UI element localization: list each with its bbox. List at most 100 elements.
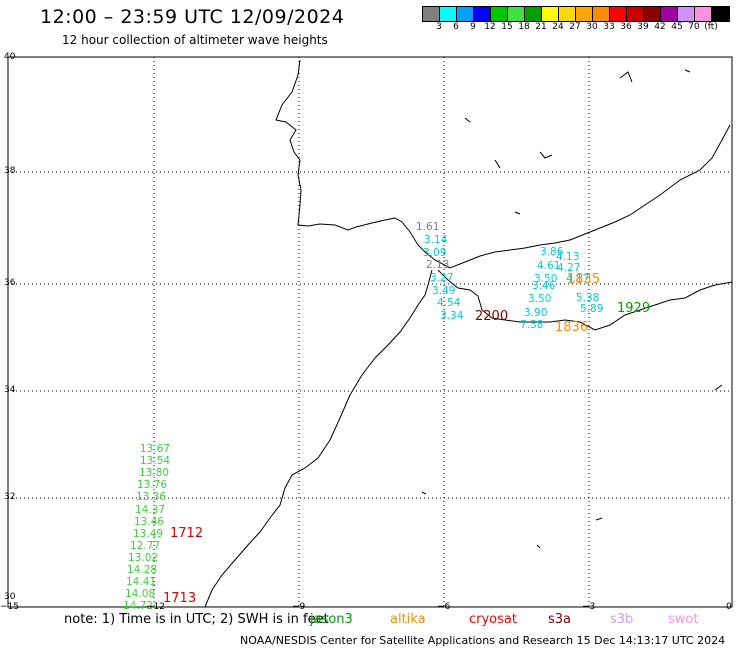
track-value: 13.49 [133,527,164,540]
legend-swatch [610,7,627,21]
track-value: 3.49 [432,285,456,297]
legend-label: 6 [453,22,459,32]
legend-label: 27 [569,22,581,32]
track-value: 3.86 [540,246,564,258]
track-value: 1929 [617,301,651,316]
color-legend-labels: 3 6 9 12 15 18 21 24 27 30 33 36 39 42 45 70 (ft) [422,22,740,34]
legend-swatch [627,7,644,21]
legend-label: 3 [436,22,442,32]
legend-swatch [525,7,542,21]
legend-swatch [576,7,593,21]
legend-swatch [593,7,610,21]
lat-tick-label: 38 [4,166,16,176]
track-value: 3.46 [532,280,556,292]
track-value: 13.02 [128,551,159,564]
satellite-legend-item: swot [668,612,699,627]
track-value: 1712 [170,526,204,541]
track-value: 5.38 [576,292,600,304]
track-value: 4.27 [557,262,581,274]
lat-tick-label: 30 [4,592,16,602]
track-value: 14.08 [125,588,156,601]
track-value: 1836 [555,320,589,335]
track-value: 14.28 [127,564,158,576]
legend-label: 45 [671,22,683,32]
satellite-legend-item: jason3 [310,612,353,627]
color-legend-bar [422,6,730,22]
satellite-legend-item: cryosat [469,612,517,627]
track-value: 13.46 [134,515,165,528]
coastline-africa [204,269,433,608]
credit-line: NOAA/NESDIS Center for Satellite Applica… [240,634,726,647]
legend-swatch [695,7,712,21]
map-grid [8,57,732,607]
legend-swatch [678,7,695,21]
track-value: 3.14 [424,234,448,246]
track-value: 13.80 [139,467,170,480]
legend-label: 18 [518,22,530,32]
legend-swatch [491,7,508,21]
track-value: 3.09 [423,247,447,259]
legend-label: 33 [603,22,615,32]
legend-swatch [423,7,440,21]
legend-swatch [474,7,491,21]
legend-swatch [508,7,525,21]
lat-tick-label: 36 [4,278,16,288]
lat-tick-label: 34 [4,385,16,395]
legend-swatch [644,7,661,21]
lat-tick-label: 40 [4,52,16,62]
legend-label: 9 [470,22,476,32]
lon-tick-label: −9 [292,602,306,612]
coastline-islands [421,69,723,549]
legend-swatch [559,7,576,21]
track-value: 13.67 [140,443,171,455]
track-value: 4.17 [566,273,590,285]
track-value: 1713 [163,591,197,606]
track-value: 2.13 [426,259,450,271]
legend-label: 30 [586,22,598,32]
legend-label: 42 [654,22,666,32]
track-value: 3.50 [534,273,558,285]
lon-tick-label: −15 [0,602,19,612]
track-value: 1.61 [416,221,440,233]
coastline-north-africa [437,269,733,331]
legend-swatch [661,7,678,21]
page-title: 12:00 – 23:59 UTC 12/09/2024 [40,6,345,28]
track-value: 7.58 [520,319,544,331]
satellite-legend-item: altika [390,612,426,627]
track-value: 3.50 [528,293,552,305]
satellite-legend-item: s3b [610,612,634,627]
lon-tick-label: −6 [437,602,451,612]
track-value: 4.61 [537,260,561,272]
legend-swatch [440,7,457,21]
legend-swatch [712,7,729,21]
track-value: 4.54 [437,297,461,309]
legend-label: 39 [637,22,649,32]
coastline-iberia [275,59,731,269]
legend-label: 15 [501,22,513,32]
track-value: 4.13 [556,251,580,263]
track-value: 14.37 [135,503,166,516]
footer-note: note: 1) Time is in UTC; 2) SWH is in fe… [64,612,329,627]
legend-label: 12 [484,22,496,32]
legend-swatch [457,7,474,21]
lon-tick-label: −12 [146,602,165,612]
track-value: 3.34 [440,310,464,322]
legend-label: (ft) [704,22,718,32]
track-value: 3.90 [524,307,548,319]
track-value: 14.72 [123,600,154,613]
lon-tick-label: −3 [582,602,596,612]
lon-tick-label: 0 [726,602,732,612]
page-subtitle: 12 hour collection of altimeter wave hei… [62,33,328,47]
lat-tick-label: 32 [4,492,16,502]
legend-swatch [542,7,559,21]
track-value: 2200 [475,309,509,324]
track-value: 13.54 [140,455,171,468]
track-value: 13.76 [137,479,168,492]
legend-label: 70 [688,22,700,32]
map-frame [7,56,733,608]
track-value: 3.27 [430,272,454,284]
legend-label: 24 [552,22,564,32]
track-value: 5.89 [580,303,604,315]
track-value: 12.77 [130,539,161,552]
